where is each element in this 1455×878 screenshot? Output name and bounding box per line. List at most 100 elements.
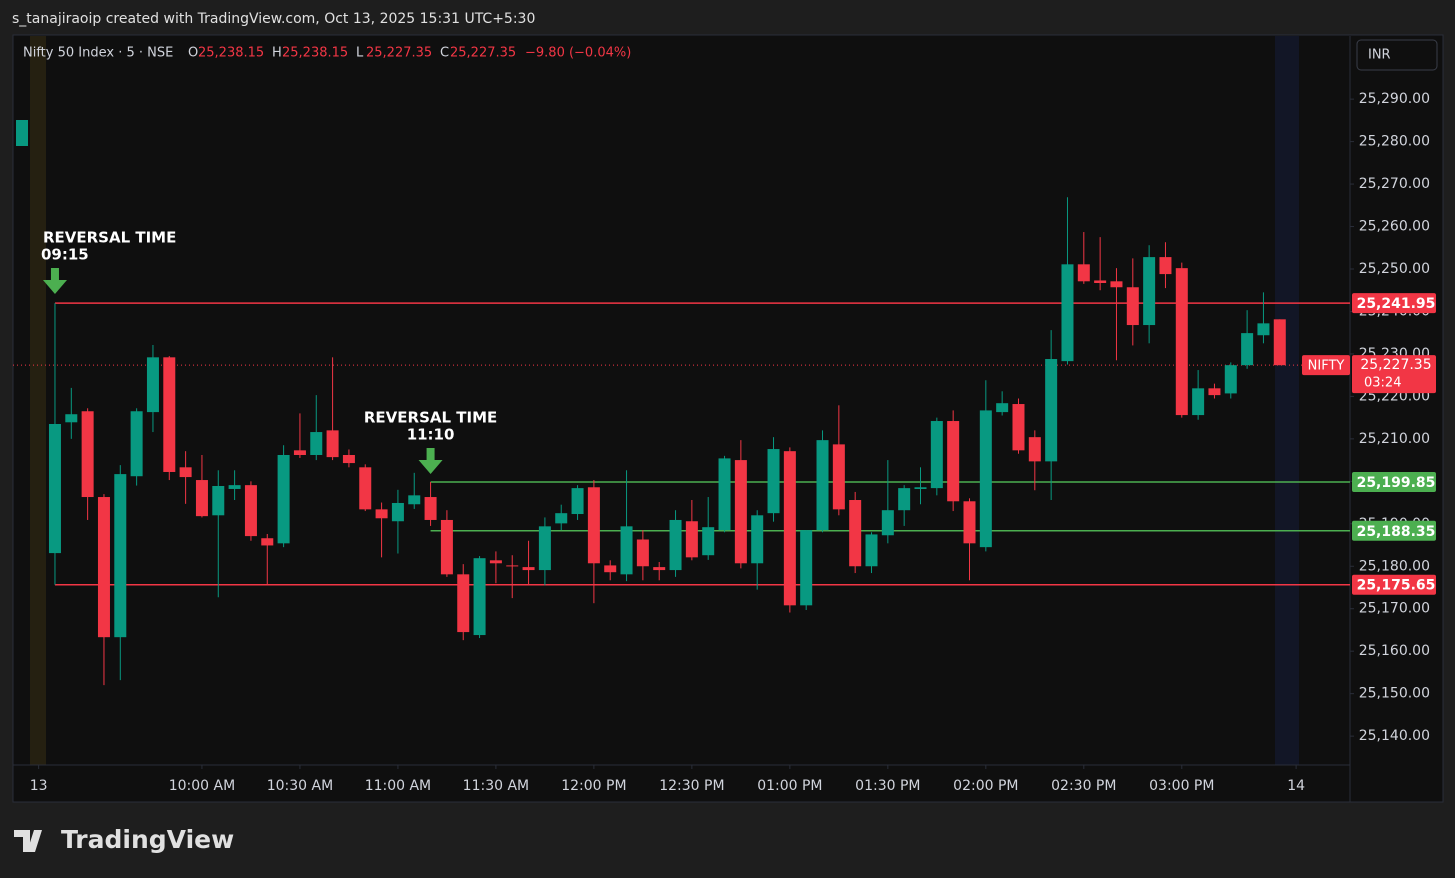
candle-body: [1224, 365, 1237, 394]
candle-body: [65, 414, 78, 423]
level-tag: [1352, 293, 1436, 314]
level-tag-label: 25,175.65: [1357, 578, 1436, 594]
candle-body: [473, 558, 486, 636]
candle-body: [48, 423, 61, 554]
candle-body: [718, 458, 731, 531]
candle-body: [375, 509, 388, 519]
candle-body: [163, 357, 176, 472]
candle-body: [914, 487, 927, 489]
y-tick-label: 25,290.00: [1359, 91, 1430, 107]
candle-body: [277, 454, 290, 544]
candle-body: [587, 487, 600, 564]
currency-button[interactable]: [1356, 39, 1438, 71]
candle-body: [636, 539, 649, 567]
credit: s_tanajiraoip created with TradingView.c…: [12, 11, 535, 27]
candle-body: [832, 444, 845, 510]
candle-body: [179, 467, 192, 478]
candle-body: [489, 560, 502, 564]
candle-body: [1208, 388, 1221, 396]
y-tick-label: 25,250.00: [1359, 261, 1430, 277]
level-tag-label: 25,241.95: [1357, 296, 1436, 312]
candle-body: [767, 449, 780, 514]
x-tick-label: 01:00 PM: [757, 778, 822, 794]
last-price-tag: [1352, 355, 1436, 394]
candle-body: [81, 411, 94, 498]
candle-body: [457, 574, 470, 633]
level-tag: [1352, 471, 1436, 492]
candle-body: [114, 474, 127, 638]
ohlc-value: 25,238.15: [198, 46, 264, 61]
ohlc-key: H: [272, 46, 282, 61]
candle-body: [244, 485, 257, 537]
candle-body: [522, 567, 535, 571]
candle-body: [963, 501, 976, 544]
y-tick-label: 25,280.00: [1359, 134, 1430, 150]
annotation-time: 09:15: [41, 246, 89, 264]
last-price-label: 25,227.35: [1360, 357, 1431, 373]
candle-body: [555, 513, 568, 524]
level-tag-label: 25,199.85: [1357, 475, 1436, 491]
x-tick-label: 14: [1287, 778, 1305, 794]
symbol: Nifty 50 Index · 5 · NSE: [23, 46, 173, 61]
candle-body: [1126, 287, 1139, 326]
candle-body: [849, 500, 862, 567]
y-tick-label: 25,270.00: [1359, 176, 1430, 192]
candle-body: [751, 515, 764, 564]
candle-body: [293, 450, 306, 455]
candle-body: [865, 534, 878, 567]
annotation-arrow: [42, 268, 67, 294]
ohlc-key: C: [440, 46, 449, 61]
candle-body: [195, 480, 208, 517]
candle-body: [1061, 264, 1074, 362]
ohlc-key: L: [356, 46, 364, 61]
candle-body: [342, 454, 355, 464]
y-tick-label: 25,150.00: [1359, 686, 1430, 702]
logo: [14, 830, 42, 852]
x-tick-label: 02:30 PM: [1051, 778, 1116, 794]
logo-icon: [14, 830, 42, 852]
candle-body: [800, 530, 813, 606]
x-tick-label: 01:30 PM: [855, 778, 920, 794]
candle-body: [506, 565, 519, 567]
level-tag: [1352, 520, 1436, 541]
candle-body: [996, 403, 1009, 413]
brand: TradingView: [61, 825, 234, 854]
candle-body: [669, 519, 682, 571]
candle-body: [212, 485, 225, 516]
candle-body: [228, 485, 241, 489]
candle-body: [620, 526, 633, 575]
candle-body: [1241, 333, 1254, 366]
candle-body: [979, 410, 992, 548]
y-tick-label: 25,180.00: [1359, 558, 1430, 574]
x-tick-label: 11:30 AM: [463, 778, 529, 794]
candle-body: [571, 488, 584, 515]
candle-body: [685, 521, 698, 558]
countdown: 03:24: [1364, 376, 1401, 391]
candle-body: [604, 565, 617, 573]
candle-body: [1045, 359, 1058, 462]
chart-panel: [12, 34, 1444, 803]
y-tick-label: 25,210.00: [1359, 431, 1430, 447]
candle-body: [1143, 257, 1156, 326]
x-tick-label: 10:30 AM: [267, 778, 333, 794]
candle-body: [310, 432, 323, 455]
ohlc-key: O: [188, 46, 198, 61]
y-tick-label: 25,260.00: [1359, 219, 1430, 235]
y-tick-label: 25,160.00: [1359, 643, 1430, 659]
candle-body: [1110, 281, 1123, 288]
marker: [16, 120, 28, 146]
candle-body: [947, 421, 960, 502]
candle-body: [1159, 257, 1172, 275]
candle-body: [359, 467, 372, 510]
level-tag-label: 25,188.35: [1357, 524, 1436, 540]
candle-body: [1012, 404, 1025, 451]
currency[interactable]: INR: [1368, 48, 1391, 63]
session-band: [1275, 36, 1299, 765]
x-tick-label: 12:30 PM: [659, 778, 724, 794]
candle-body: [146, 357, 159, 413]
ohlc-value: 25,238.15: [282, 46, 348, 61]
candle-body: [1273, 319, 1286, 366]
change: −9.80 (−0.04%): [525, 46, 631, 61]
x-tick-label: 13: [30, 778, 48, 794]
